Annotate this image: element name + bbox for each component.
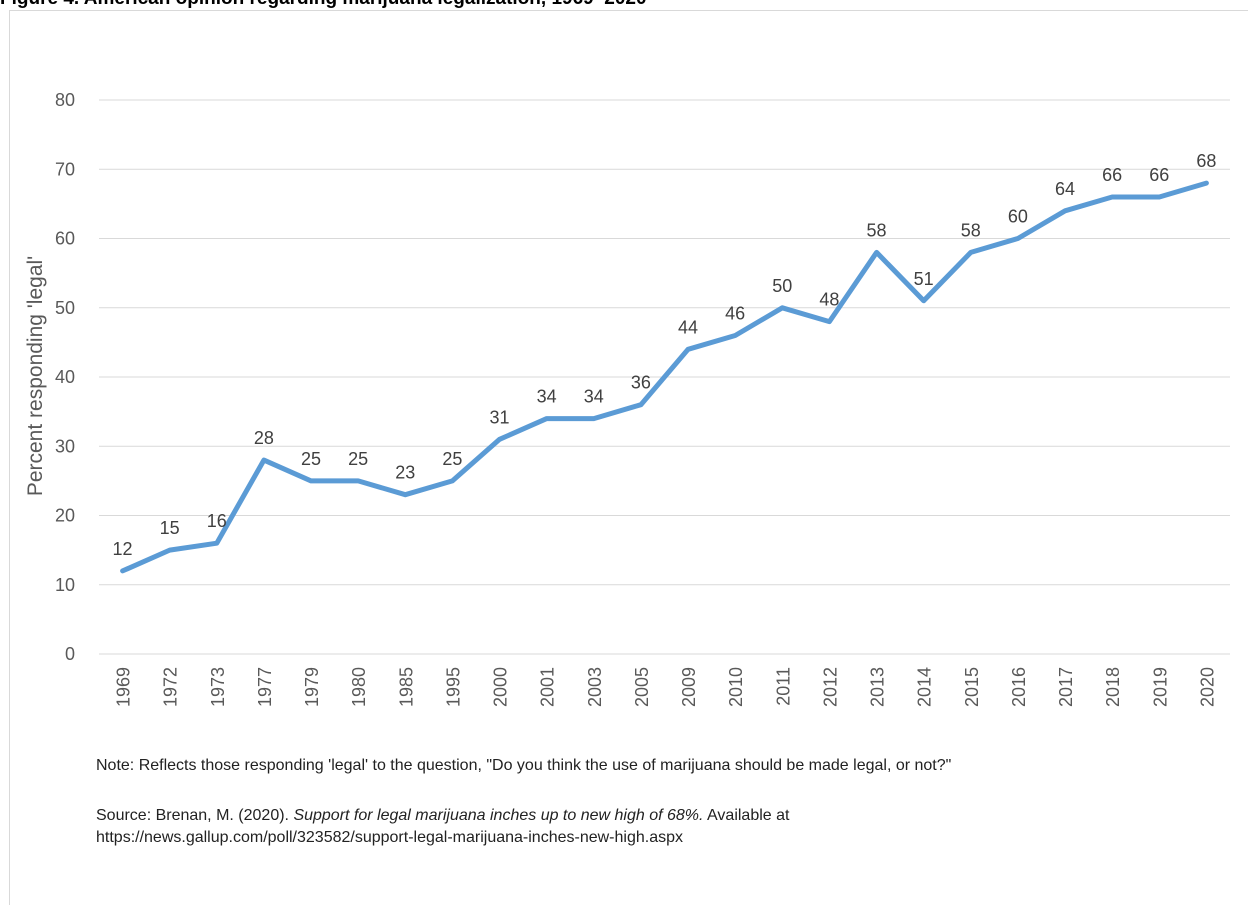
y-tick-label: 30 [55, 436, 75, 456]
x-tick-label: 2003 [585, 667, 605, 707]
y-axis-ticks: 0 10 20 30 40 50 60 70 80 [55, 90, 75, 664]
y-tick-label: 80 [55, 90, 75, 110]
source-url[interactable]: https://news.gallup.com/poll/323582/supp… [96, 829, 683, 846]
data-label: 12 [113, 539, 133, 559]
x-tick-label: 2020 [1197, 667, 1217, 707]
figure-source: Source: Brenan, M. (2020). Support for l… [96, 805, 789, 849]
x-tick-label: 1995 [443, 667, 463, 707]
x-tick-label: 2016 [1009, 667, 1029, 707]
y-tick-label: 20 [55, 506, 75, 526]
x-tick-label: 1972 [161, 667, 181, 707]
data-label: 58 [867, 220, 887, 240]
data-label: 36 [631, 373, 651, 393]
x-tick-label: 2010 [726, 667, 746, 707]
x-tick-label: 1973 [208, 667, 228, 707]
figure-title: Figure 4. American opinion regarding mar… [0, 0, 647, 10]
x-tick-label: 2000 [491, 667, 511, 707]
data-label: 31 [490, 407, 510, 427]
data-label: 60 [1008, 207, 1028, 227]
x-tick-label: 2009 [679, 667, 699, 707]
data-label: 15 [160, 518, 180, 538]
source-prefix: Source: Brenan, M. (2020). [96, 807, 294, 824]
data-label: 25 [301, 449, 321, 469]
x-tick-label: 1985 [396, 667, 416, 707]
x-tick-label: 1969 [114, 667, 134, 707]
data-label: 66 [1149, 165, 1169, 185]
x-tick-label: 2014 [915, 667, 935, 707]
y-tick-label: 50 [55, 298, 75, 318]
x-tick-label: 1979 [302, 667, 322, 707]
x-tick-label: 2001 [538, 667, 558, 707]
data-label: 44 [678, 317, 698, 337]
chart-frame [9, 10, 1248, 905]
data-label: 25 [348, 449, 368, 469]
x-tick-label: 1977 [255, 667, 275, 707]
x-tick-label: 2011 [773, 667, 793, 706]
series-line [120, 180, 1209, 574]
x-tick-label: 2015 [962, 667, 982, 707]
data-labels: 12 15 16 28 25 25 23 25 31 34 34 36 44 46 50 48 58 51 58 60… [113, 151, 1217, 559]
data-label: 48 [819, 290, 839, 310]
data-label: 34 [537, 387, 557, 407]
y-tick-label: 40 [55, 367, 75, 387]
data-label: 34 [584, 387, 604, 407]
y-axis-label: Percent responding 'legal' [24, 256, 47, 496]
data-label: 50 [772, 276, 792, 296]
x-tick-label: 2012 [820, 667, 840, 707]
x-axis-ticks: 1969 1972 1973 1977 1979 1980 1985 1995 2000 2001… [114, 667, 1218, 707]
source-suffix: Available at [703, 807, 790, 824]
data-label: 23 [395, 463, 415, 483]
figure-note: Note: Reflects those responding 'legal' … [96, 757, 952, 774]
x-tick-label: 2019 [1150, 667, 1170, 707]
data-label: 66 [1102, 165, 1122, 185]
y-tick-label: 0 [65, 644, 75, 664]
source-title: Support for legal marijuana inches up to… [293, 807, 704, 824]
y-tick-label: 10 [55, 575, 75, 595]
y-tick-label: 70 [55, 159, 75, 179]
x-tick-label: 2018 [1103, 667, 1123, 707]
x-tick-label: 2013 [868, 667, 888, 707]
data-label: 16 [207, 511, 227, 531]
data-label: 28 [254, 428, 274, 448]
series-group [120, 180, 1209, 574]
data-label: 64 [1055, 179, 1075, 199]
x-tick-label: 1980 [349, 667, 369, 707]
data-label: 51 [914, 269, 934, 289]
y-tick-label: 60 [55, 229, 75, 249]
x-tick-label: 2017 [1056, 667, 1076, 707]
data-label: 58 [961, 220, 981, 240]
data-label: 46 [725, 303, 745, 323]
data-label: 25 [442, 449, 462, 469]
data-label: 68 [1196, 151, 1216, 171]
x-tick-label: 2005 [632, 667, 652, 707]
